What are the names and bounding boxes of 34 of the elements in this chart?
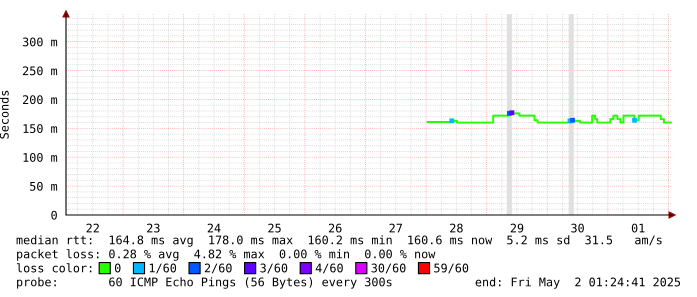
x-tick-label: 24 bbox=[208, 224, 221, 232]
legend-label: 59/60 bbox=[434, 264, 468, 274]
y-tick-label: 300 m bbox=[22, 37, 58, 46]
text: median rtt: 164.8 ms avg 178.0 ms max 160.2 ms min 160.6 ms now 5.2 ms sd 31.5 am/s bbox=[16, 235, 662, 247]
x-tick-label: 22 bbox=[86, 224, 99, 232]
x-tick-label: 25 bbox=[268, 224, 281, 233]
y-tick-label: 150 m bbox=[24, 124, 58, 134]
text: end: Fri May 2 01:24:41 2025 bbox=[476, 277, 680, 289]
y-tick-label: 0 bbox=[51, 210, 57, 220]
x-tick-label: 26 bbox=[328, 224, 342, 233]
text: packet loss: 0.28 % avg 4.82 % max 0.00 % min 0.00 % now bbox=[17, 249, 436, 261]
y-tick-label: 200 m bbox=[23, 95, 58, 104]
y-tick-label: 250 m bbox=[23, 66, 58, 76]
x-tick-label: 27 bbox=[390, 224, 402, 232]
legend-label: 3/60 bbox=[260, 264, 288, 274]
legend-label: 2/60 bbox=[204, 264, 232, 274]
legend-label: 1/60 bbox=[150, 264, 176, 274]
x-tick-label: 01 bbox=[632, 224, 644, 233]
legend-label: 4/60 bbox=[316, 264, 343, 274]
legend-label: 0 bbox=[114, 264, 121, 272]
x-tick-label: 29 bbox=[510, 224, 524, 233]
y-tick-label: 50 m bbox=[30, 182, 58, 191]
x-tick-label: 30 bbox=[571, 224, 584, 233]
y-tick-label: 100 m bbox=[24, 152, 58, 162]
text: probe: 60 ICMP Echo Pings (56 Bytes) every 300s bbox=[17, 277, 392, 289]
point bbox=[632, 118, 637, 123]
y-axis-title: Seconds bbox=[0, 90, 9, 139]
x-tick-label: 23 bbox=[147, 224, 160, 233]
point bbox=[510, 110, 514, 116]
x-tick-label: 28 bbox=[450, 224, 463, 233]
legend-title: loss color: bbox=[16, 263, 92, 272]
point bbox=[449, 118, 454, 124]
point bbox=[570, 118, 575, 123]
legend-label: 30/60 bbox=[372, 264, 406, 274]
